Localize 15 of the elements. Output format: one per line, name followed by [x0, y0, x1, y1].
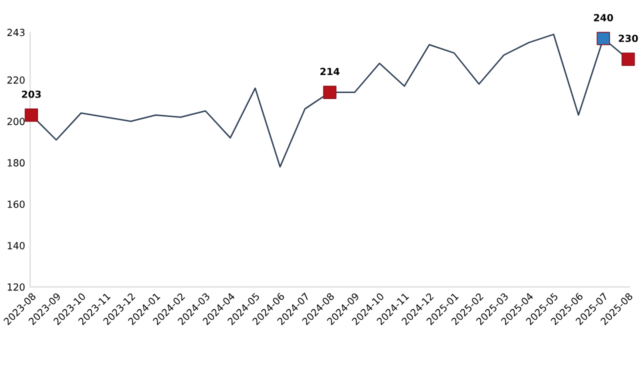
y-tick-label: 220 — [7, 76, 25, 84]
point — [323, 86, 336, 99]
y-tick-label: 200 — [7, 118, 25, 126]
point — [596, 32, 610, 46]
data-label: 240 — [594, 14, 614, 22]
data-label: 214 — [320, 68, 340, 76]
point — [622, 52, 635, 66]
y-tick-label: 140 — [8, 242, 25, 250]
y-tick-label: 243 — [7, 28, 24, 36]
y-tick-label: 120 — [8, 283, 25, 291]
y-tick-label: 160 — [8, 200, 25, 208]
data-label: 230 — [618, 34, 638, 42]
data-label: 203 — [22, 90, 41, 98]
point — [24, 108, 38, 122]
y-tick-label: 180 — [8, 159, 25, 167]
